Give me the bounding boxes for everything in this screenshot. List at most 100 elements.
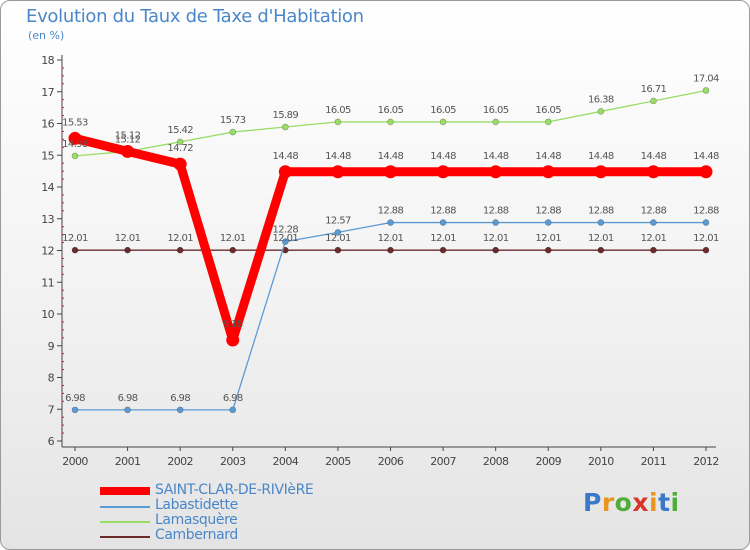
legend-swatch-cambernard bbox=[100, 536, 150, 538]
data-label: 14.48 bbox=[430, 151, 456, 162]
data-point bbox=[492, 246, 499, 254]
x-tick-label: 2006 bbox=[378, 455, 404, 468]
data-label: 12.01 bbox=[220, 233, 246, 244]
data-point bbox=[544, 219, 552, 226]
data-point bbox=[278, 165, 292, 179]
data-point bbox=[387, 219, 394, 226]
data-label: 12.57 bbox=[325, 215, 351, 226]
data-point bbox=[650, 97, 657, 105]
data-label: 15.12 bbox=[115, 134, 141, 145]
y-tick-label: 9 bbox=[48, 340, 55, 353]
data-label: 12.01 bbox=[325, 233, 351, 244]
y-tick-label: 13 bbox=[41, 213, 54, 226]
chart-legend: SAINT-CLAR-DE-RIVIèRE Labastidette Lamas… bbox=[100, 482, 360, 544]
proxiti-logo: Proxiti bbox=[583, 488, 680, 517]
data-label: 14.48 bbox=[273, 151, 299, 162]
x-tick-label: 2005 bbox=[325, 455, 351, 468]
data-label: 15.12 bbox=[115, 130, 141, 141]
data-label: 12.01 bbox=[693, 233, 719, 244]
data-point bbox=[699, 165, 713, 179]
x-tick-label: 2001 bbox=[115, 455, 141, 468]
data-label: 12.01 bbox=[167, 233, 193, 244]
data-point bbox=[229, 128, 237, 136]
y-tick-label: 12 bbox=[41, 245, 54, 258]
data-point bbox=[597, 108, 605, 115]
data-label: 12.88 bbox=[483, 206, 509, 217]
data-label: 14.48 bbox=[693, 151, 719, 162]
data-point bbox=[71, 406, 79, 414]
legend-label-labastidette: Labastidette bbox=[155, 497, 238, 513]
data-point bbox=[121, 144, 135, 158]
data-point bbox=[282, 123, 289, 131]
data-label: 15.53 bbox=[62, 117, 88, 128]
data-label: 16.05 bbox=[325, 105, 351, 116]
data-point bbox=[702, 219, 710, 226]
data-point bbox=[650, 219, 657, 226]
data-label: 12.88 bbox=[378, 206, 404, 217]
data-label: 12.01 bbox=[588, 233, 614, 244]
data-label: 16.05 bbox=[483, 105, 509, 116]
data-point bbox=[541, 165, 555, 179]
logo-letter: x bbox=[632, 488, 649, 517]
data-point bbox=[71, 246, 79, 254]
y-tick-label: 11 bbox=[41, 276, 54, 289]
legend-item-lamasquere: Lamasquère bbox=[100, 512, 360, 529]
legend-swatch-labastidette bbox=[100, 506, 150, 508]
data-point bbox=[544, 118, 552, 126]
legend-item-cambernard: Cambernard bbox=[100, 527, 360, 544]
y-tick-label: 17 bbox=[41, 86, 54, 99]
logo-letter: i bbox=[649, 488, 659, 517]
data-point bbox=[124, 406, 131, 414]
data-label: 12.88 bbox=[693, 206, 719, 217]
data-point bbox=[387, 118, 394, 126]
logo-letter: r bbox=[601, 488, 615, 517]
data-point bbox=[124, 246, 131, 254]
chart-title: Evolution du Taux de Taxe d'Habitation bbox=[26, 6, 364, 27]
data-label: 12.01 bbox=[378, 233, 404, 244]
data-label: 14.48 bbox=[641, 151, 667, 162]
chart-unit-label: (en %) bbox=[28, 29, 65, 42]
data-point bbox=[646, 165, 660, 179]
y-tick-label: 7 bbox=[48, 403, 55, 416]
data-point bbox=[436, 165, 450, 179]
y-tick-label: 8 bbox=[48, 372, 55, 385]
data-label: 12.01 bbox=[483, 233, 509, 244]
data-label: 12.88 bbox=[430, 206, 456, 217]
data-label: 14.48 bbox=[483, 151, 509, 162]
data-label: 6.98 bbox=[118, 393, 138, 404]
data-point bbox=[334, 246, 342, 254]
data-label: 12.88 bbox=[641, 206, 667, 217]
data-point bbox=[334, 118, 342, 126]
data-label: 14.48 bbox=[588, 151, 614, 162]
data-label: 6.98 bbox=[223, 393, 243, 404]
data-point bbox=[544, 246, 552, 254]
data-label: 12.01 bbox=[641, 233, 667, 244]
data-point bbox=[439, 219, 447, 226]
legend-label-cambernard: Cambernard bbox=[155, 527, 238, 543]
data-label: 14.72 bbox=[167, 143, 193, 154]
x-tick-label: 2007 bbox=[430, 455, 456, 468]
data-label: 12.88 bbox=[588, 206, 614, 217]
data-label: 14.48 bbox=[325, 151, 351, 162]
data-label: 12.01 bbox=[535, 233, 561, 244]
data-label: 12.01 bbox=[115, 233, 141, 244]
data-point bbox=[68, 131, 82, 145]
data-point bbox=[384, 165, 397, 179]
x-tick-label: 2004 bbox=[273, 455, 299, 468]
data-point bbox=[334, 229, 342, 236]
data-point bbox=[492, 219, 499, 226]
data-label: 14.48 bbox=[535, 151, 561, 162]
data-point bbox=[597, 219, 605, 226]
data-point bbox=[331, 165, 345, 179]
y-tick-label: 18 bbox=[41, 54, 54, 67]
x-tick-label: 2003 bbox=[220, 455, 246, 468]
data-point bbox=[176, 138, 184, 146]
y-tick-label: 14 bbox=[41, 181, 54, 194]
data-point bbox=[597, 246, 605, 254]
data-point bbox=[489, 165, 503, 179]
data-point bbox=[650, 246, 657, 254]
legend-item-labastidette: Labastidette bbox=[100, 497, 360, 514]
y-tick-label: 16 bbox=[41, 118, 54, 131]
